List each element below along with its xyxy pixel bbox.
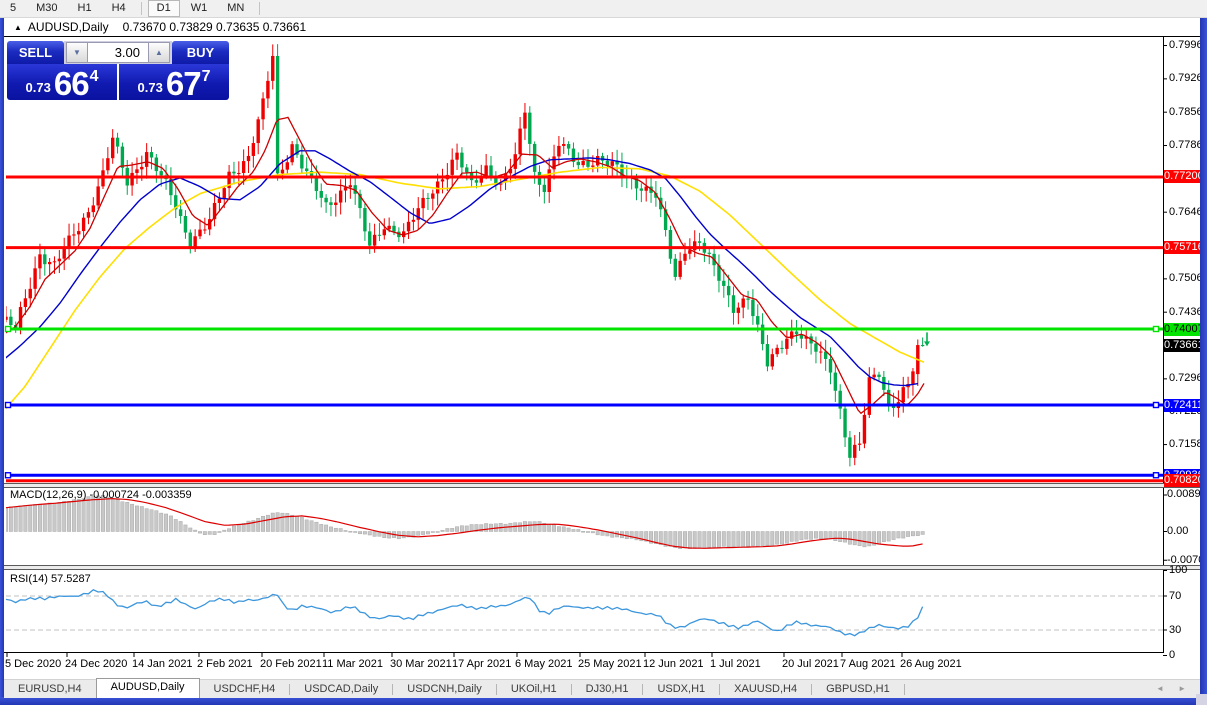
chart-symbol-label: AUDUSD,Daily [27, 20, 109, 34]
volume-spinner: ▼ 3.00 ▲ [64, 41, 172, 64]
price-tick-0.72960: 0.72960 [1169, 372, 1207, 385]
ask-big-digits: 67 [165, 65, 202, 102]
window-resize-grip[interactable] [1196, 694, 1207, 705]
volume-field[interactable]: 3.00 [88, 42, 148, 63]
timeframe-button-5[interactable]: 5 [10, 2, 17, 14]
window-frame-left [0, 18, 4, 705]
tab-separator [642, 684, 644, 695]
bid-prefix: 0.73 [25, 80, 51, 95]
date-label: 14 Jan 2021 [132, 658, 193, 670]
chart-tab-XAUUSD,H4[interactable]: XAUUSD,H4 [734, 683, 798, 695]
price-line-badge-0.75716: 0.75716 [1164, 241, 1204, 255]
rsi-tick-30: 30 [1169, 623, 1182, 636]
chart-tab-bar: EURUSD,H4 AUDUSD,Daily USDCHF,H4 USDCAD,Dai… [4, 678, 1200, 698]
sell-button[interactable]: SELL [7, 41, 64, 64]
timeframe-button-D1[interactable]: D1 [147, 0, 180, 17]
date-label: 1 Jul 2021 [710, 658, 761, 670]
timeframe-button-MN[interactable]: MN [227, 2, 245, 14]
chart-tab-AUDUSD,Daily[interactable]: AUDUSD,Daily [95, 678, 200, 698]
macd-tick-0.008904: 0.008904 [1167, 488, 1207, 501]
chart-tab-USDCHF,H4[interactable]: USDCHF,H4 [213, 683, 276, 695]
rsi-pane-divider[interactable] [4, 565, 1200, 570]
date-label: 7 Aug 2021 [840, 658, 896, 670]
macd-pane-divider[interactable] [4, 483, 1200, 488]
date-label: 30 Mar 2021 [390, 658, 452, 670]
chart-tab-GBPUSD,H1[interactable]: GBPUSD,H1 [826, 683, 890, 695]
one-click-trading-panel: SELL ▼ 3.00 ▲ BUY 0.73 66 4 0.73 67 7 [7, 41, 229, 100]
tab-separator [570, 684, 572, 695]
timeframe-button-M30[interactable]: M30 [36, 2, 58, 14]
volume-decrease-button[interactable]: ▼ [66, 42, 88, 63]
price-line-badge-0.77200: 0.77200 [1164, 170, 1204, 184]
bid-price-display[interactable]: 0.73 66 4 [7, 64, 117, 100]
tab-separator [392, 684, 394, 695]
current-price-badge: 0.73661 [1164, 338, 1204, 352]
buy-button[interactable]: BUY [172, 41, 229, 64]
date-label: 17 Apr 2021 [452, 658, 512, 670]
date-label: 20 Feb 2021 [260, 658, 322, 670]
chart-tab-DJ30,H1[interactable]: DJ30,H1 [585, 683, 629, 695]
price-tick-0.77860: 0.77860 [1169, 139, 1207, 152]
tab-separator [903, 684, 905, 695]
price-tick-0.79960: 0.79960 [1169, 39, 1207, 52]
macd-tick--0.00701: -0.00701 [1167, 553, 1207, 566]
macd-tick-0.00: 0.00 [1167, 525, 1189, 537]
window-frame-right [1200, 18, 1207, 705]
timeframe-button-W1[interactable]: W1 [190, 2, 208, 14]
window-frame-bottom [0, 697, 1207, 705]
rsi-indicator-label: RSI(14) 57.5287 [10, 573, 91, 585]
price-tick-0.71580: 0.71580 [1169, 438, 1207, 451]
date-label: 24 Dec 2020 [65, 658, 128, 670]
ask-pip-digit: 7 [201, 68, 211, 85]
macd-indicator-label: MACD(12,26,9) -0.000724 -0.003359 [10, 489, 192, 501]
price-tick-0.78560: 0.78560 [1169, 105, 1207, 118]
date-label: 11 Mar 2021 [322, 658, 383, 670]
symbol-triangle-icon: ▲ [14, 22, 22, 32]
price-line-badge-0.70820: 0.70820 [1164, 474, 1204, 488]
tab-scroll-arrows[interactable]: ◄ ► [1155, 684, 1192, 693]
rsi-tick-100: 100 [1169, 564, 1188, 576]
chart-tab-USDX,H1[interactable]: USDX,H1 [657, 683, 706, 695]
date-label: 20 Jul 2021 [782, 658, 839, 670]
volume-increase-button[interactable]: ▲ [148, 42, 170, 63]
tab-separator [289, 684, 291, 695]
date-label: 6 May 2021 [515, 658, 573, 670]
date-label: 26 Aug 2021 [900, 658, 962, 670]
toolbar-separator [140, 2, 142, 15]
chart-ohlc-values: 0.73670 0.73829 0.73635 0.73661 [122, 20, 307, 34]
date-label: 12 Jun 2021 [643, 658, 704, 670]
timeframe-button-H1[interactable]: H1 [77, 2, 92, 14]
chart-header: ▲ AUDUSD,Daily 0.73670 0.73829 0.73635 0… [4, 18, 1200, 36]
chart-tab-UKOil,H1[interactable]: UKOil,H1 [510, 683, 557, 695]
tab-separator [811, 684, 813, 695]
rsi-tick-0: 0 [1169, 649, 1176, 661]
price-tick-0.79260: 0.79260 [1169, 72, 1207, 85]
ask-prefix: 0.73 [137, 80, 163, 95]
date-label: 5 Dec 2020 [5, 658, 62, 670]
date-label: 25 May 2021 [578, 658, 642, 670]
chart-tab-USDCAD,Daily[interactable]: USDCAD,Daily [304, 683, 379, 695]
bid-pip-digit: 4 [89, 68, 99, 85]
tab-separator [495, 684, 497, 695]
price-tick-0.74360: 0.74360 [1169, 305, 1207, 318]
timeframe-button-H4[interactable]: H4 [111, 2, 126, 14]
toolbar-separator [259, 2, 261, 15]
ask-price-display[interactable]: 0.73 67 7 [119, 64, 229, 100]
date-label: 2 Feb 2021 [197, 658, 253, 670]
price-tick-0.76460: 0.76460 [1169, 205, 1207, 218]
price-tick-0.75060: 0.75060 [1169, 272, 1207, 285]
price-line-badge-0.72411: 0.72411 [1164, 398, 1203, 412]
price-line-badge-0.74007: 0.74007 [1164, 322, 1204, 336]
timeframe-toolbar: 5 M30 H1 H4 D1 W1 MN [0, 0, 1207, 18]
rsi-tick-70: 70 [1169, 589, 1182, 602]
chart-tab-USDCNH,Daily[interactable]: USDCNH,Daily [407, 683, 482, 695]
bid-big-digits: 66 [53, 65, 90, 102]
tab-separator [719, 684, 721, 695]
chart-tab-EURUSD,H4[interactable]: EURUSD,H4 [18, 683, 82, 695]
chart-canvas[interactable] [4, 36, 1200, 679]
